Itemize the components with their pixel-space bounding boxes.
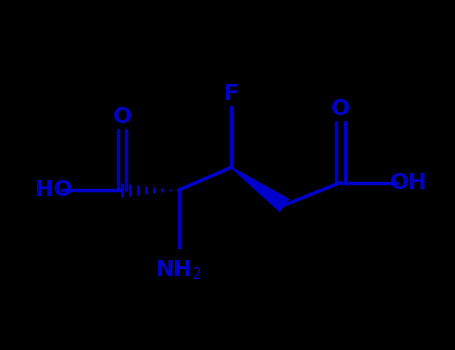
Text: NH$_2$: NH$_2$ xyxy=(155,258,202,281)
Polygon shape xyxy=(231,167,288,211)
Text: O: O xyxy=(112,107,131,127)
Text: F: F xyxy=(224,84,239,104)
Text: OH: OH xyxy=(389,173,427,193)
Text: O: O xyxy=(331,99,350,119)
Text: HO: HO xyxy=(35,180,73,200)
